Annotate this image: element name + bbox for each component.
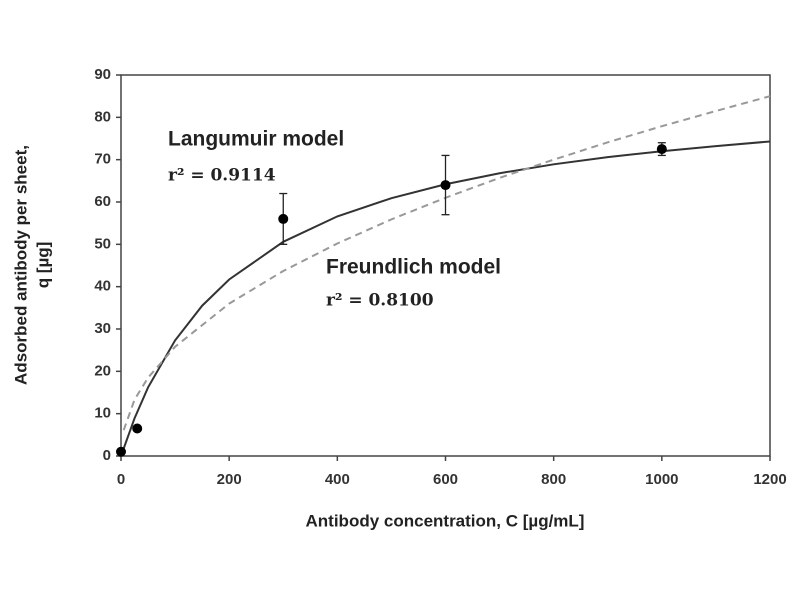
data-point bbox=[132, 423, 143, 434]
curve-label: Freundlich model bbox=[326, 256, 501, 279]
x-tick-label: 800 bbox=[541, 471, 566, 488]
data-point bbox=[116, 446, 126, 457]
y-tick-label: 80 bbox=[94, 108, 111, 125]
x-tick-label: 1200 bbox=[753, 471, 786, 488]
x-tick-label: 0 bbox=[117, 471, 125, 488]
x-tick-label: 600 bbox=[433, 471, 458, 488]
x-tick-label: 1000 bbox=[645, 471, 678, 488]
data-point bbox=[440, 180, 451, 191]
y-axis-label: q [µg] bbox=[33, 242, 52, 289]
curve-r2: r² = 0.8100 bbox=[326, 291, 434, 311]
y-tick-label: 0 bbox=[103, 447, 111, 464]
y-tick-label: 10 bbox=[94, 405, 111, 422]
y-axis-label: Adsorbed antibody per sheet, bbox=[11, 145, 30, 385]
y-tick-label: 50 bbox=[94, 235, 111, 252]
y-tick-label: 20 bbox=[94, 362, 111, 379]
y-tick-label: 60 bbox=[94, 193, 111, 210]
curve-r2: r² = 0.9114 bbox=[168, 166, 276, 186]
data-point bbox=[278, 213, 289, 224]
x-tick-label: 200 bbox=[217, 471, 242, 488]
y-tick-label: 40 bbox=[94, 278, 111, 295]
x-tick-label: 400 bbox=[325, 471, 350, 488]
data-point bbox=[656, 144, 667, 155]
y-tick-label: 90 bbox=[94, 66, 111, 83]
freundlich-curve bbox=[122, 95, 771, 431]
curve-label: Langumuir model bbox=[168, 128, 344, 151]
x-axis-label: Antibody concentration, C [µg/mL] bbox=[306, 511, 585, 530]
y-tick-label: 70 bbox=[94, 151, 111, 168]
y-tick-label: 30 bbox=[94, 320, 111, 337]
langmuir-curve bbox=[120, 140, 771, 457]
